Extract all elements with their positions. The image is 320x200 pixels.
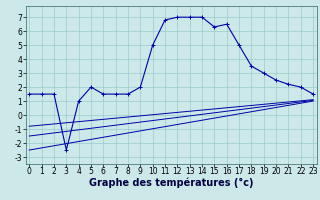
X-axis label: Graphe des températures (°c): Graphe des températures (°c) bbox=[89, 178, 253, 188]
